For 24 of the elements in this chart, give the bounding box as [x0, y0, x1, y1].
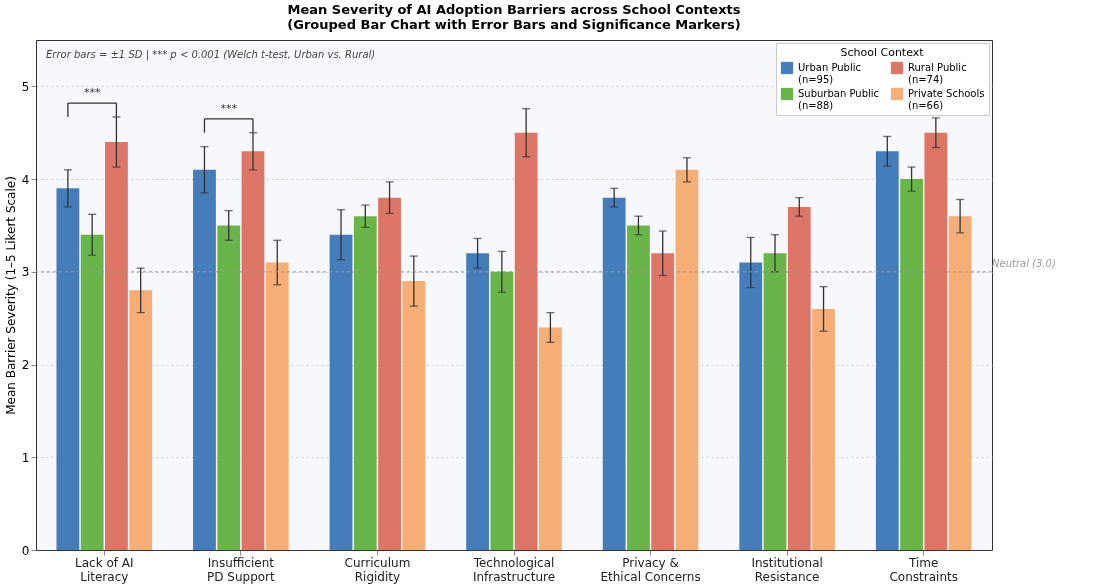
x-tick-label: Lack of AI Literacy — [75, 555, 134, 584]
annotation: Error bars = ±1 SD | *** p < 0.001 (Welch t-test, Urban vs. Rural) — [46, 49, 376, 61]
annotation: *** — [220, 101, 238, 115]
y-tick-label: 4 — [21, 172, 30, 187]
y-tick-label: 0 — [21, 543, 30, 558]
x-tick-label: Privacy & Ethical Concerns — [600, 555, 701, 584]
x-tick-label: Institutional Resistance — [751, 555, 823, 584]
x-tick-label: Technological Infrastructure — [472, 555, 556, 584]
y-tick-label: 3 — [21, 265, 30, 280]
x-tick-label: Curriculum Rigidity — [344, 555, 411, 584]
legend-label: Suburban Public (n=88) — [798, 88, 880, 111]
annotation: *** — [83, 86, 101, 100]
legend-label: Rural Public (n=74) — [908, 62, 967, 85]
legend-label: Private Schools (n=66) — [908, 88, 985, 111]
legend-label: Urban Public (n=95) — [798, 62, 862, 85]
y-tick-label: 2 — [21, 358, 30, 373]
y-tick-label: 1 — [21, 450, 30, 465]
x-tick-label: Insufficient PD Support — [206, 555, 276, 584]
y-axis-title: Mean Barrier Severity (1–5 Likert Scale) — [3, 176, 18, 415]
x-tick-label: Time Constraints — [889, 555, 958, 584]
chart-subtitle: (Grouped Bar Chart with Error Bars and Significance Markers) — [287, 17, 741, 32]
legend-title: School Context — [840, 46, 925, 59]
chart-title: Mean Severity of AI Adoption Barriers across School Contexts — [287, 2, 741, 17]
y-tick-label: 5 — [21, 79, 30, 94]
